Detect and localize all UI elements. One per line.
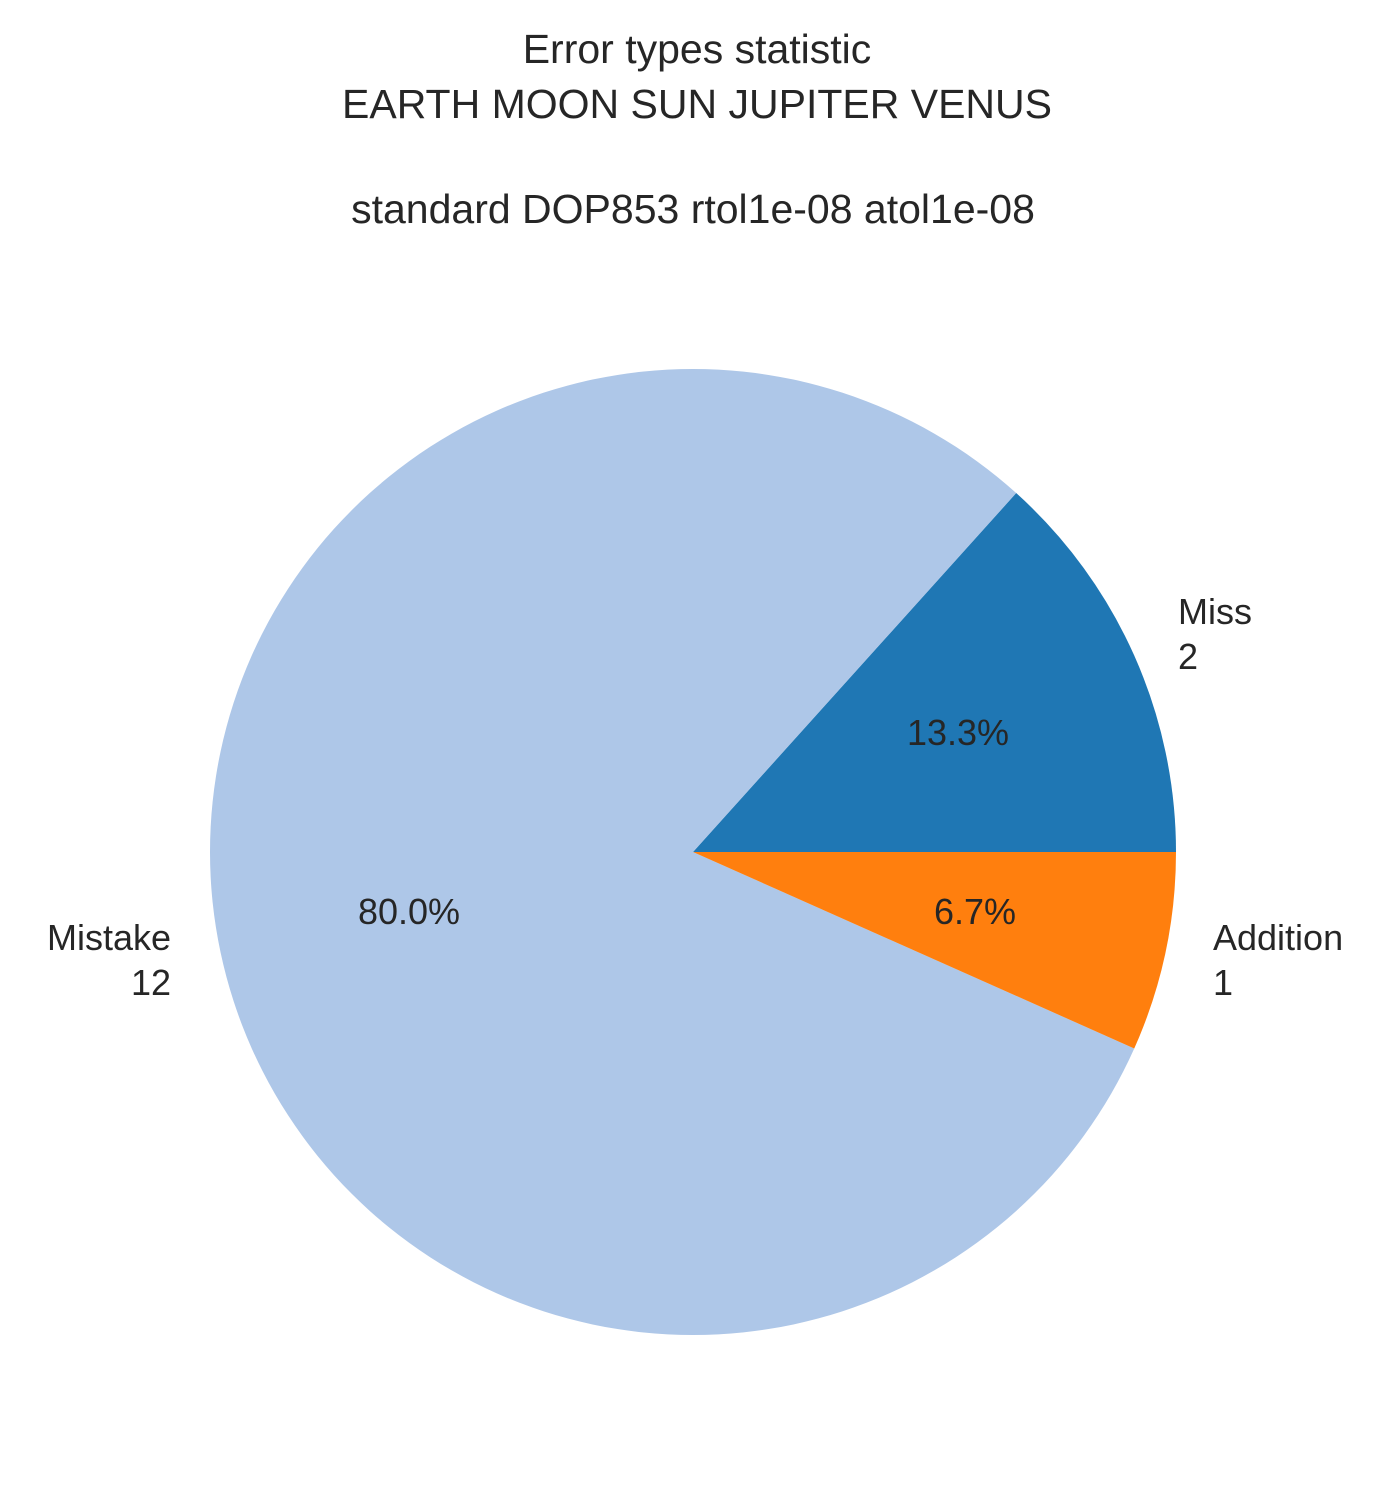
chart-title-line-3: standard DOP853 rtol1e-08 atol1e-08 [351, 186, 1035, 232]
slice-label-mistake-count: 12 [131, 962, 171, 1003]
slice-percent-addition: 6.7% [934, 891, 1016, 932]
chart-title-line-2: EARTH MOON SUN JUPITER VENUS [342, 81, 1052, 127]
slice-label-miss-name: Miss [1178, 591, 1252, 632]
pie-slice-miss [693, 493, 1176, 852]
pie-slices [210, 369, 1176, 1335]
pie-slice-addition [693, 852, 1176, 1049]
chart-title-line-1: Error types statistic [523, 26, 872, 72]
slice-percent-mistake: 80.0% [358, 891, 460, 932]
pie-slice-mistake [210, 369, 1135, 1335]
slice-labels: Miss 2 13.3% Mistake 12 80.0% Addition 1… [47, 591, 1343, 1003]
slice-percent-miss: 13.3% [907, 712, 1009, 753]
slice-label-miss-count: 2 [1178, 636, 1198, 677]
slice-label-addition-name: Addition [1213, 917, 1343, 958]
slice-label-mistake-name: Mistake [47, 917, 171, 958]
slice-label-addition-count: 1 [1213, 962, 1233, 1003]
